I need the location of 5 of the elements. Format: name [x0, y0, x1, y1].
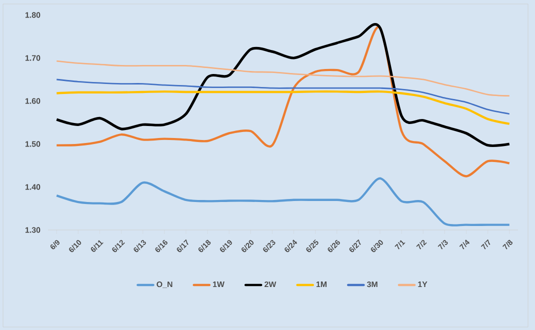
line-series — [56, 60, 510, 97]
line-series — [56, 78, 510, 115]
line-series — [56, 177, 510, 226]
line-series — [56, 90, 510, 125]
line-series — [56, 26, 510, 178]
